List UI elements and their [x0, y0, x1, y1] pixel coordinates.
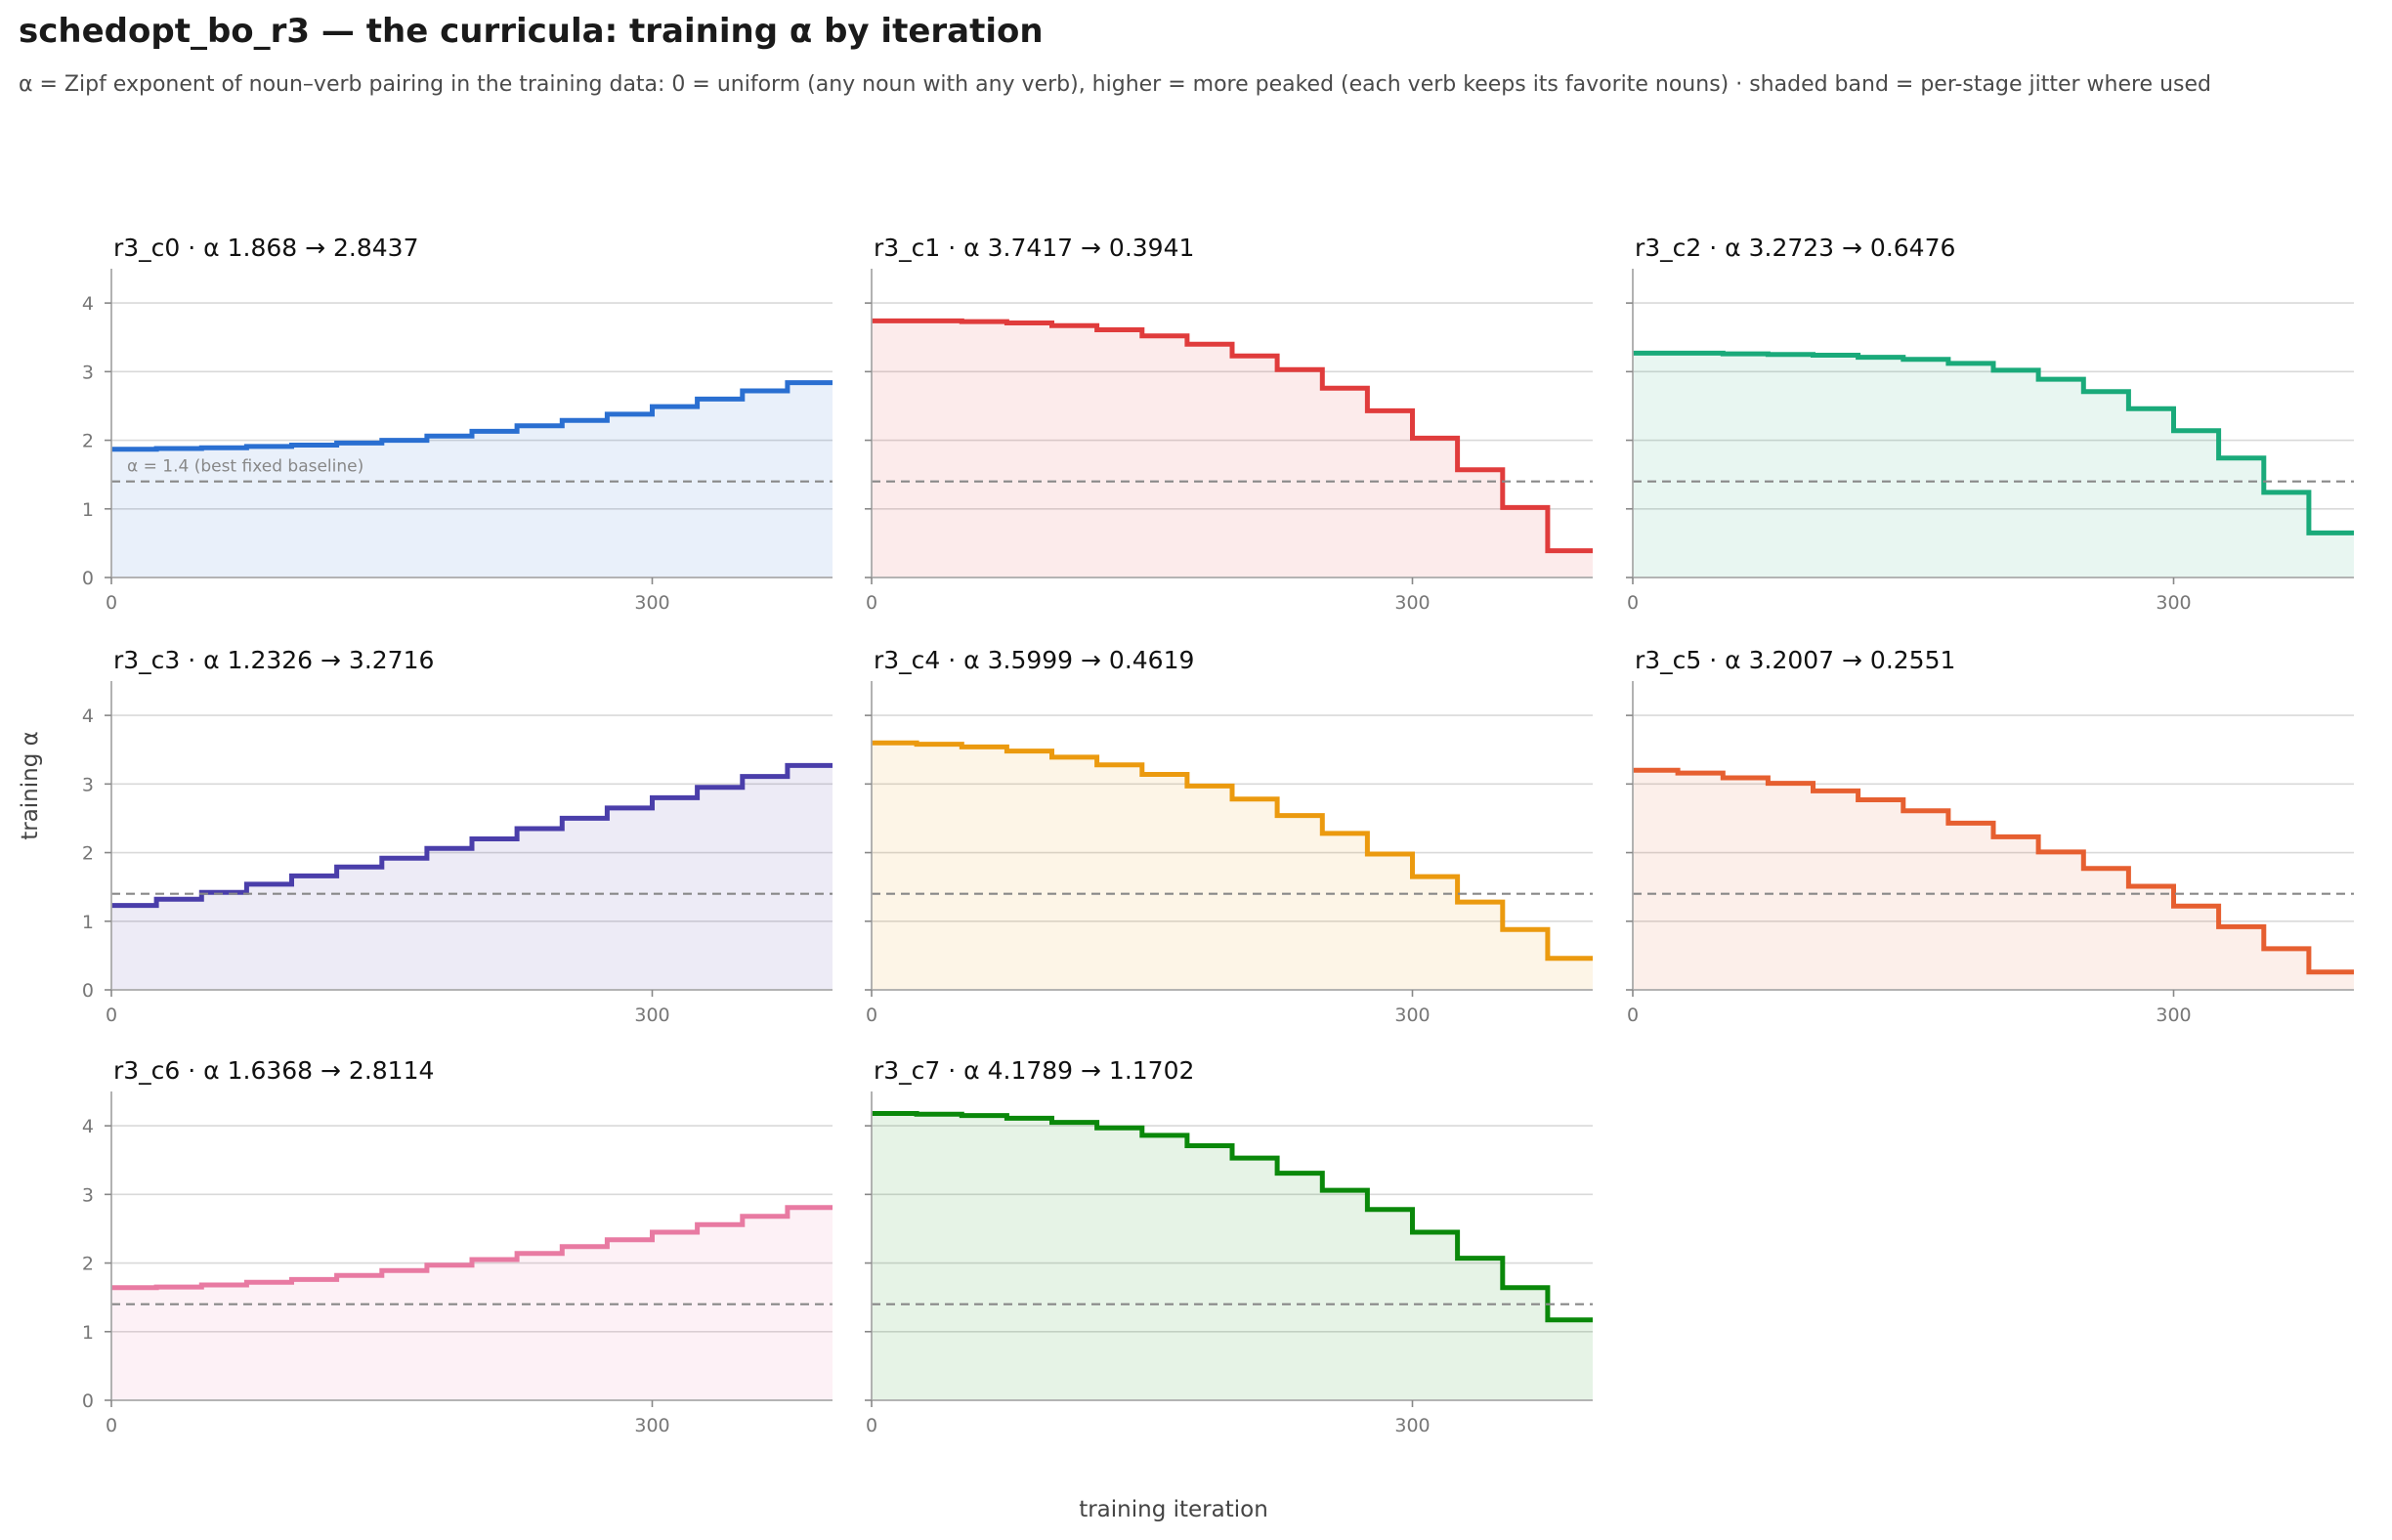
r3_c2-area: [1633, 353, 2354, 578]
r3_c1-title: r3_c1 · α 3.7417 → 0.3941: [874, 234, 1194, 262]
y-tick-label: 1: [82, 1322, 94, 1344]
r3_c3-title: r3_c3 · α 1.2326 → 3.2716: [113, 646, 434, 674]
r3_c2-title: r3_c2 · α 3.2723 → 0.6476: [1635, 234, 1955, 262]
r3_c5-title: r3_c5 · α 3.2007 → 0.2551: [1635, 646, 1955, 674]
r3_c6-x-tick-label: 300: [634, 1415, 669, 1436]
y-tick-label: 4: [82, 293, 94, 315]
y-axis-label: training α: [18, 731, 43, 840]
r3_c4-title: r3_c4 · α 3.5999 → 0.4619: [874, 646, 1194, 674]
y-tick-label: 4: [82, 706, 94, 727]
r3_c7-series-line: [872, 1111, 1593, 1323]
figure-subtitle: α = Zipf exponent of noun–verb pairing i…: [19, 72, 2211, 97]
r3_c5-x-tick-label: 300: [2156, 1005, 2191, 1026]
r3_c6-series-line: [111, 1205, 833, 1291]
r3_c0-x-tick-label: 0: [106, 592, 117, 614]
r3_c0-title: r3_c0 · α 1.868 → 2.8437: [113, 234, 419, 262]
r3_c0-series-line: [111, 380, 833, 452]
y-tick-label: 2: [82, 431, 94, 452]
r3_c7-x-tick-label: 0: [866, 1415, 877, 1436]
r3_c3-area: [111, 765, 833, 990]
r3_c5-series-line: [1633, 767, 2354, 975]
r3_c1-x-tick-label: 300: [1394, 592, 1430, 614]
r3_c7-x-tick-label: 300: [1394, 1415, 1430, 1436]
x-axis-label: training iteration: [1079, 1497, 1268, 1522]
r3_c4-series-line: [872, 740, 1593, 962]
y-tick-label: 1: [82, 912, 94, 933]
y-tick-label: 3: [82, 1184, 94, 1206]
r3_c1-series-line: [872, 318, 1593, 554]
r3_c6-title: r3_c6 · α 1.6368 → 2.8114: [113, 1056, 434, 1085]
y-tick-label: 1: [82, 499, 94, 521]
r3_c5-x-tick-label: 0: [1627, 1005, 1639, 1026]
r3_c2-x-tick-label: 300: [2156, 592, 2191, 614]
r3_c1-x-tick-label: 0: [866, 592, 877, 614]
figure-title: schedopt_bo_r3 — the curricula: training…: [19, 12, 1044, 51]
r3_c4-x-tick-label: 300: [1394, 1005, 1430, 1026]
y-tick-label: 2: [82, 1254, 94, 1275]
y-tick-label: 0: [82, 568, 94, 589]
r3_c7-title: r3_c7 · α 4.1789 → 1.1702: [874, 1056, 1194, 1085]
y-tick-label: 3: [82, 774, 94, 795]
r3_c4-area: [872, 743, 1593, 990]
reference-line-label: α = 1.4 (best fixed baseline): [127, 457, 363, 477]
r3_c3-x-tick-label: 0: [106, 1005, 117, 1026]
r3_c1-area: [872, 321, 1593, 578]
r3_c6-x-tick-label: 0: [106, 1415, 117, 1436]
r3_c2-series-line: [1633, 350, 2354, 535]
r3_c0-x-tick-label: 300: [634, 592, 669, 614]
r3_c2-x-tick-label: 0: [1627, 592, 1639, 614]
r3_c3-series-line: [111, 762, 833, 909]
r3_c3-x-tick-label: 300: [634, 1005, 669, 1026]
y-tick-label: 4: [82, 1116, 94, 1137]
y-tick-label: 3: [82, 362, 94, 383]
r3_c7-area: [872, 1113, 1593, 1400]
r3_c5-area: [1633, 770, 2354, 990]
y-tick-label: 2: [82, 843, 94, 865]
r3_c4-x-tick-label: 0: [866, 1005, 877, 1026]
y-tick-label: 0: [82, 1390, 94, 1412]
y-tick-label: 0: [82, 980, 94, 1002]
r3_c0-area: [111, 382, 833, 578]
